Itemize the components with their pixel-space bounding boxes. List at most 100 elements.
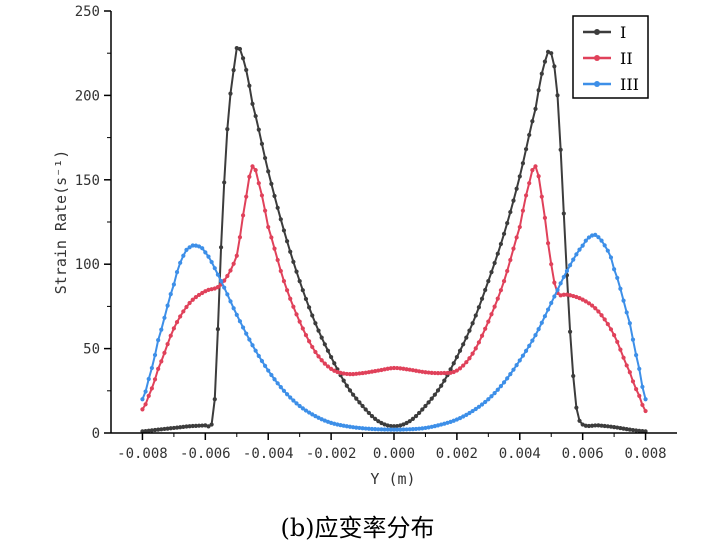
x-tick-label: -0.004 [243,446,294,462]
data-point [329,420,334,425]
data-point [473,346,478,351]
data-point [174,270,180,275]
data-point [344,383,349,388]
data-point [574,405,579,410]
y-tick-label: 150 [75,173,100,189]
data-point [256,127,261,132]
data-point [272,246,277,251]
data-point [193,243,198,248]
data-point [329,366,334,371]
series-layer [140,46,648,434]
data-point [612,333,617,338]
data-point [630,379,636,384]
data-point [501,380,507,385]
data-point [439,383,444,388]
data-point [398,366,403,371]
data-point [395,423,400,429]
data-point [530,167,535,173]
data-point [291,304,296,309]
data-point [508,257,513,263]
x-tick-label: -0.002 [306,446,357,462]
data-point [571,373,576,379]
data-point [206,287,211,292]
data-point [439,370,444,376]
data-point [162,350,167,355]
data-point [193,294,198,300]
data-point [303,408,309,413]
data-point [360,370,365,376]
x-axis-title: Y (m) [370,470,415,488]
data-point [388,366,393,371]
data-point [341,371,346,376]
data-point [523,348,529,353]
data-point [347,372,353,377]
data-point [640,429,645,434]
data-point [590,233,595,238]
data-point [369,369,375,374]
data-point [228,268,233,273]
data-point [382,427,387,432]
data-point [426,370,431,375]
y-tick-label: 0 [92,426,100,442]
data-point [470,321,475,326]
data-point [602,317,607,322]
data-point [297,278,302,284]
data-point [586,423,592,429]
data-point [240,325,246,330]
data-point [470,351,475,356]
data-point [266,169,271,174]
data-point [206,424,211,429]
data-point [583,423,588,428]
data-point [316,328,321,333]
data-point [366,426,371,431]
data-point [533,164,538,169]
legend-label-III: III [620,75,639,94]
data-point [479,333,485,338]
data-point [536,327,541,332]
data-point [234,312,239,317]
data-point [627,321,632,326]
data-point [222,285,227,290]
data-point [259,193,265,198]
data-point [187,300,192,306]
data-point [369,413,375,419]
data-point [454,417,459,422]
data-point [313,414,318,419]
data-point [417,410,422,416]
data-point [442,421,447,426]
data-point [461,363,466,368]
data-point [253,167,258,173]
y-tick-label: 100 [75,257,100,273]
data-point [423,403,428,409]
data-point [332,421,337,426]
data-point [291,259,296,264]
y-tick-label: 200 [75,88,100,104]
data-point [184,424,189,429]
data-point [514,363,519,368]
data-point [281,278,287,284]
data-point [347,424,353,429]
data-point [200,423,205,428]
data-point [467,328,472,333]
data-point [498,288,504,293]
data-point [527,343,532,348]
data-point [634,387,639,392]
data-point [149,365,154,371]
data-point [152,427,158,433]
data-point [505,268,510,274]
data-point [586,301,592,306]
data-point [344,424,349,429]
data-point [231,306,236,311]
data-point [545,307,551,312]
data-point [187,424,192,429]
data-point [382,367,387,372]
data-point [618,425,623,431]
data-point [420,426,425,431]
data-point [152,377,158,382]
data-point [344,371,349,377]
data-point [388,427,393,432]
data-point [395,427,400,432]
data-point [505,376,510,381]
data-point [143,402,148,407]
data-point [357,400,362,405]
